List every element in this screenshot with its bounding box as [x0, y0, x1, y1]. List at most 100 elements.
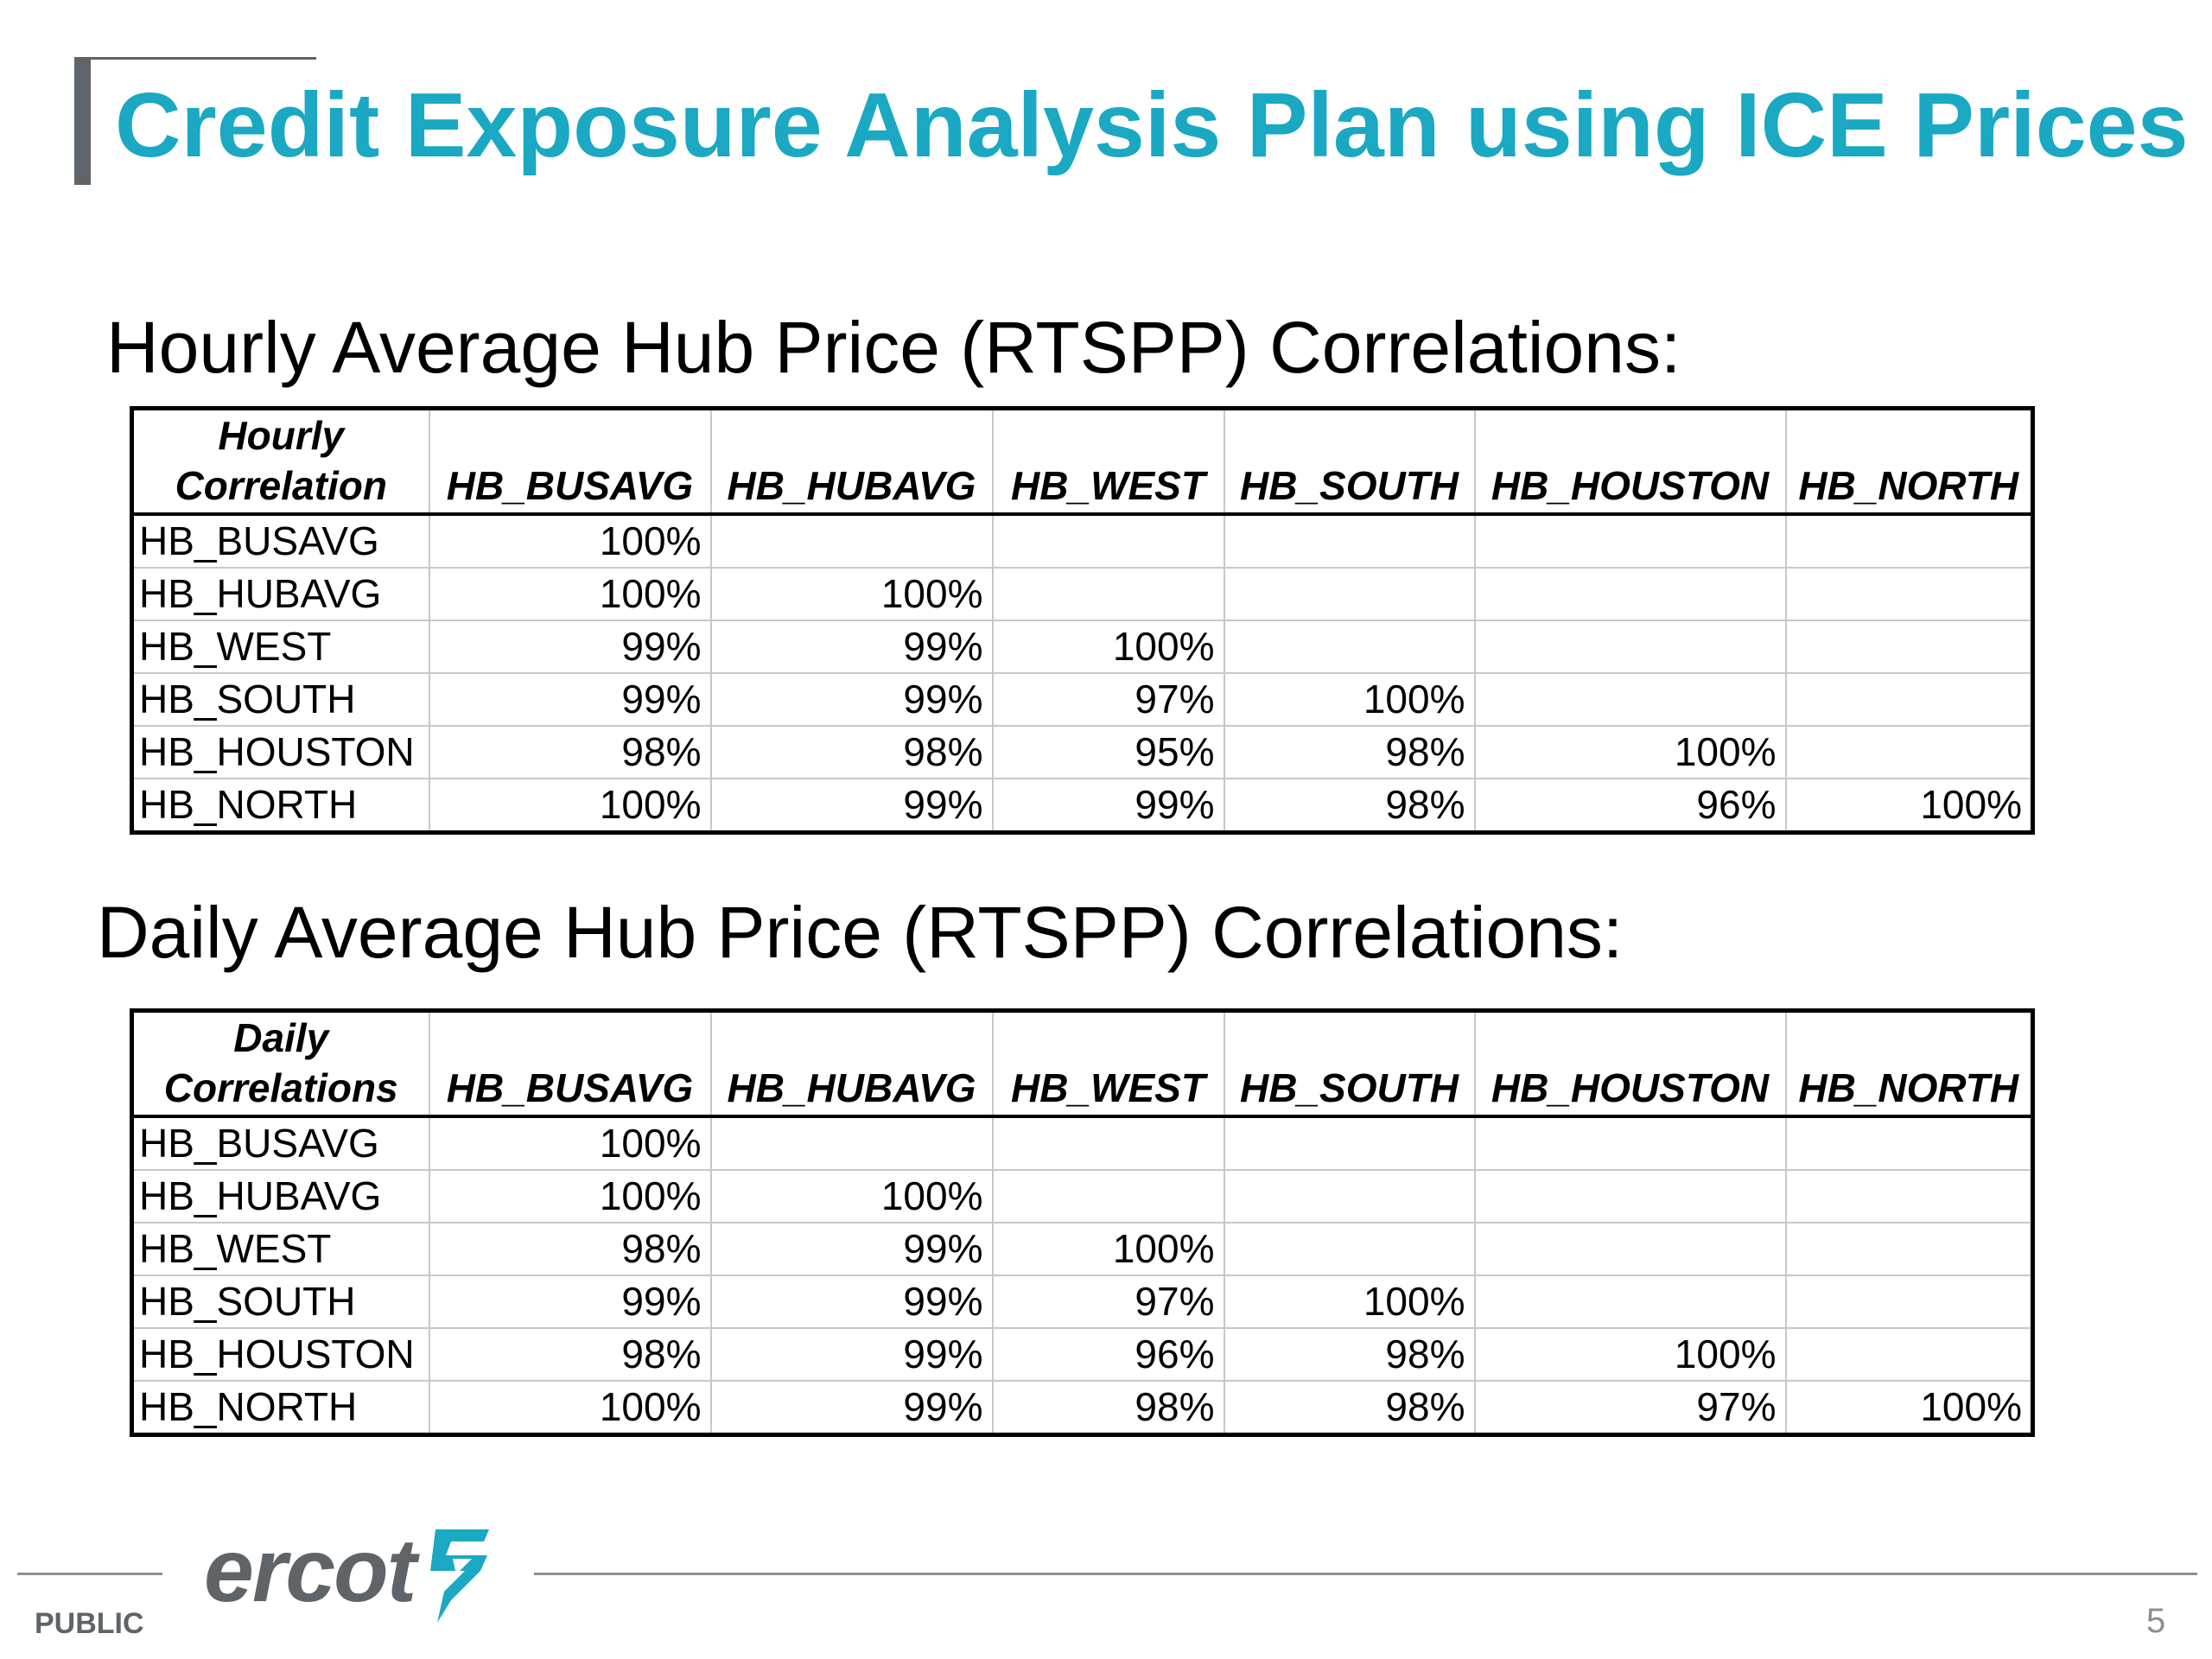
- table-cell: [709, 1116, 993, 1170]
- table-cell: [1784, 1169, 2033, 1223]
- table-cell: 100%: [428, 1380, 711, 1435]
- table-cell: [1784, 620, 2033, 673]
- table-cell: 98%: [709, 725, 993, 779]
- table-cell: [1784, 1116, 2033, 1170]
- table-cell: 98%: [428, 725, 711, 779]
- column-header: HB_SOUTH: [1223, 1010, 1475, 1118]
- row-label: HB_BUSAVG: [139, 1121, 379, 1166]
- table-cell: 99%: [709, 778, 993, 833]
- table-cell: 98%: [1223, 1327, 1475, 1381]
- table-cell: 100%: [428, 1169, 711, 1223]
- table-cell: [1223, 1222, 1475, 1275]
- slide-title: Credit Exposure Analysis Plan using ICE …: [115, 74, 2189, 176]
- row-label: HB_WEST: [131, 620, 429, 673]
- table-cell: [1223, 1116, 1475, 1170]
- table-cell: 97%: [1473, 1380, 1786, 1435]
- table-cell: 100%: [709, 1169, 993, 1223]
- table-cell: [1784, 1274, 2033, 1328]
- table-cell: [1784, 672, 2033, 726]
- row-label: HB_HOUSTON: [131, 725, 429, 779]
- table-cell: 97%: [991, 1274, 1224, 1328]
- corner-header: Daily Correlations: [131, 1010, 429, 1118]
- table-cell: 100%: [1223, 672, 1475, 726]
- table-row: HB_HOUSTON 98% 98% 95% 98% 100%: [131, 725, 2033, 779]
- column-header: HB_NORTH: [1784, 408, 2033, 516]
- table-row: HB_BUSAVG 100%: [132, 514, 2033, 568]
- table-cell: 96%: [991, 1327, 1224, 1381]
- page-number: 5: [2146, 1602, 2166, 1640]
- table-cell: [1473, 1274, 1786, 1328]
- table-cell: [1473, 1169, 1786, 1223]
- table-cell: [991, 567, 1224, 620]
- hourly-correlation-table: Hourly Correlation HB_BUSAVG HB_HUBAVG HB…: [130, 406, 2035, 835]
- table-cell: 100%: [1784, 778, 2033, 833]
- table-cell: 99%: [428, 672, 711, 726]
- table-cell: 99%: [991, 778, 1224, 833]
- table-cell: 100%: [428, 514, 711, 568]
- table-cell: [991, 514, 1224, 568]
- table-cell: 100%: [1473, 1327, 1786, 1381]
- table-cell: [991, 1116, 1224, 1170]
- table-cell: 95%: [991, 725, 1224, 779]
- table-cell: 99%: [709, 1380, 993, 1435]
- table-cell: 100%: [991, 620, 1224, 673]
- row-label: HB_HOUSTON: [131, 1327, 429, 1381]
- column-header: HB_BUSAVG: [428, 1010, 711, 1118]
- daily-correlation-table: Daily Correlations HB_BUSAVG HB_HUBAVG HB…: [130, 1008, 2035, 1437]
- table-row: HB_SOUTH 99% 99% 97% 100%: [131, 1274, 2033, 1328]
- classification-label: PUBLIC: [35, 1607, 144, 1640]
- table-cell: 100%: [1223, 1274, 1475, 1328]
- table-cell: [1473, 620, 1786, 673]
- column-header: HB_WEST: [991, 408, 1224, 516]
- table-cell: [1223, 620, 1475, 673]
- table-cell: 96%: [1473, 778, 1786, 833]
- column-header: HB_WEST: [991, 1010, 1224, 1118]
- column-header: HB_NORTH: [1784, 1010, 2033, 1118]
- table-cell: 99%: [428, 1274, 711, 1328]
- table-cell: 99%: [709, 672, 993, 726]
- table-cell: [1784, 725, 2033, 779]
- table-cell: 98%: [991, 1380, 1224, 1435]
- table-row: HB_HUBAVG 100% 100%: [131, 1169, 2033, 1223]
- title-accent-line: [74, 57, 316, 60]
- hourly-section-heading: Hourly Average Hub Price (RTSPP) Correla…: [106, 307, 1681, 388]
- corner-header: Hourly Correlation: [131, 408, 429, 516]
- row-label: HB_NORTH: [131, 1380, 429, 1435]
- table-cell: 98%: [1223, 1380, 1475, 1435]
- table-row: HB_NORTH 100% 99% 98% 98% 97% 100%: [131, 1380, 2033, 1435]
- table-cell: [1223, 1169, 1475, 1223]
- logo-wordmark: ercot: [204, 1521, 416, 1621]
- table-cell: 100%: [428, 778, 711, 833]
- row-label: HB_SOUTH: [131, 672, 429, 726]
- table-header-row: Daily Correlations HB_BUSAVG HB_HUBAVG HB…: [131, 1010, 2033, 1118]
- table-cell: [1473, 1222, 1786, 1275]
- row-label: HB_HUBAVG: [131, 567, 429, 620]
- column-header: HB_HUBAVG: [709, 408, 993, 516]
- row-label: HB_SOUTH: [131, 1274, 429, 1328]
- table-cell: [1223, 567, 1475, 620]
- table-row: HB_WEST 99% 99% 100%: [131, 620, 2033, 673]
- table-header-row: Hourly Correlation HB_BUSAVG HB_HUBAVG HB…: [131, 408, 2033, 516]
- table-cell: [1473, 567, 1786, 620]
- table-cell: [1223, 514, 1475, 568]
- row-label: HB_BUSAVG: [139, 518, 379, 563]
- table-cell: 99%: [428, 620, 711, 673]
- table-cell: [1473, 1116, 1786, 1170]
- ercot-logo: ercot: [204, 1519, 489, 1623]
- table-cell: 98%: [1223, 778, 1475, 833]
- column-header: HB_HUBAVG: [709, 1010, 993, 1118]
- table-cell: 98%: [428, 1327, 711, 1381]
- row-label: HB_WEST: [131, 1222, 429, 1275]
- table-row: HB_HOUSTON 98% 99% 96% 98% 100%: [131, 1327, 2033, 1381]
- title-accent-bar: [74, 57, 91, 185]
- table-row: HB_NORTH 100% 99% 99% 98% 96% 100%: [131, 778, 2033, 833]
- table-row: HB_BUSAVG 100%: [132, 1116, 2033, 1170]
- table-cell: 99%: [709, 1327, 993, 1381]
- table-cell: [1784, 514, 2033, 568]
- row-label: HB_NORTH: [131, 778, 429, 833]
- table-cell: 100%: [428, 1116, 711, 1170]
- column-header: HB_BUSAVG: [428, 408, 711, 516]
- table-cell: [709, 514, 993, 568]
- table-cell: 98%: [428, 1222, 711, 1275]
- column-header: HB_HOUSTON: [1473, 1010, 1786, 1118]
